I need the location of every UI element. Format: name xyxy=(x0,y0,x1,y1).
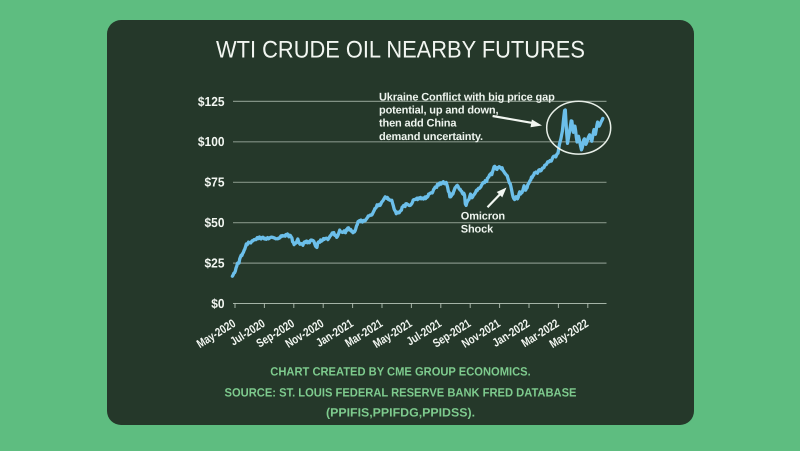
svg-text:$75: $75 xyxy=(205,175,225,190)
svg-text:potential, up and down,: potential, up and down, xyxy=(379,105,498,117)
svg-text:demand uncertainty.: demand uncertainty. xyxy=(379,131,483,143)
svg-text:Omicron: Omicron xyxy=(461,211,506,223)
svg-text:$100: $100 xyxy=(198,134,225,149)
svg-text:Ukraine Conflict with big pric: Ukraine Conflict with big price gap xyxy=(379,91,555,103)
svg-text:SOURCE: ST. LOUIS FEDERAL RESE: SOURCE: ST. LOUIS FEDERAL RESERVE BANK F… xyxy=(225,386,577,400)
svg-text:$125: $125 xyxy=(198,94,225,109)
svg-text:$0: $0 xyxy=(211,296,224,311)
svg-text:then add China: then add China xyxy=(379,118,457,130)
svg-text:(PPIFIS,PPIFDG,PPIDSS).: (PPIFIS,PPIFDG,PPIDSS). xyxy=(326,406,475,420)
svg-text:$25: $25 xyxy=(205,256,225,271)
svg-text:CHART CREATED BY CME GROUP ECO: CHART CREATED BY CME GROUP ECONOMICS. xyxy=(270,365,530,379)
svg-text:WTI CRUDE OIL NEARBY FUTURES: WTI CRUDE OIL NEARBY FUTURES xyxy=(216,37,585,64)
svg-text:$50: $50 xyxy=(205,215,225,230)
svg-text:Shock: Shock xyxy=(461,223,494,235)
